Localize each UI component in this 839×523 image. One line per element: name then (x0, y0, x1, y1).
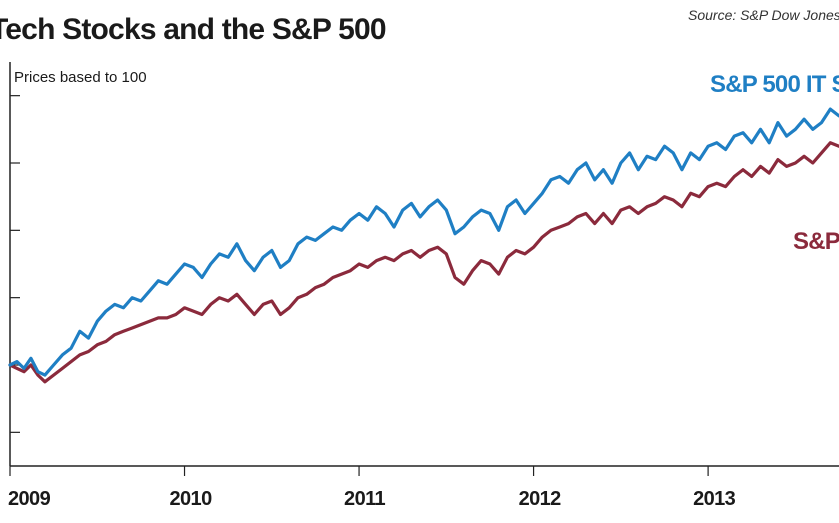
x-tick-label-2011: 2011 (344, 488, 385, 510)
series-line-sp500 (8, 141, 839, 384)
series-label-sp500: S&P (793, 228, 839, 255)
chart-title: Tech Stocks and the S&P 500 (0, 13, 386, 46)
source-note: Source: S&P Dow Jones (688, 7, 839, 23)
series-lines (8, 107, 839, 384)
axes (9, 62, 839, 467)
y-axis-label: Prices based to 100 (14, 69, 147, 86)
x-tick-label-2013: 2013 (693, 488, 736, 510)
x-tick-label-2009: 2009 (8, 488, 51, 510)
series-line-it-sector (8, 107, 839, 377)
x-tick-label-2012: 2012 (519, 488, 562, 510)
series-label-it: S&P 500 IT Se (710, 71, 839, 98)
x-axis-ticks: 2009 2010 2011 2012 2013 (8, 466, 736, 510)
x-tick-label-2010: 2010 (170, 488, 213, 510)
